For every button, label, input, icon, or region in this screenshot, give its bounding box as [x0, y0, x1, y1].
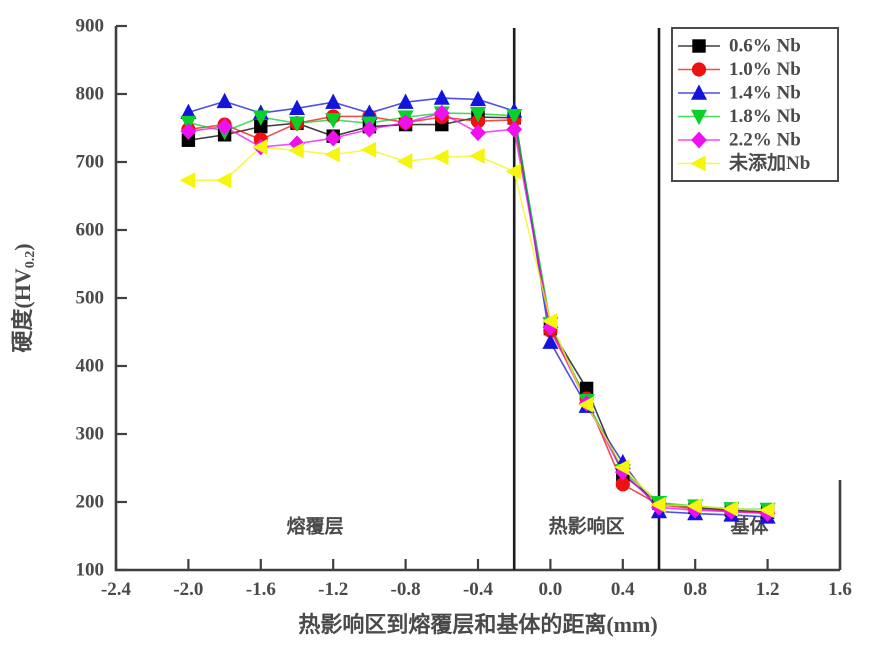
- x-tick-label: -0.8: [391, 579, 421, 600]
- y-tick-label: 200: [76, 491, 105, 512]
- x-tick-label: 0.4: [611, 579, 635, 600]
- x-tick-label: 1.2: [756, 579, 780, 600]
- data-marker: [397, 93, 414, 109]
- data-marker: [180, 123, 197, 140]
- legend-label: 1.8% Nb: [729, 106, 801, 127]
- data-marker: [542, 333, 559, 349]
- data-marker: [288, 116, 306, 132]
- data-marker: [325, 113, 342, 129]
- data-marker: [396, 153, 413, 170]
- legend-label: 1.4% Nb: [729, 82, 801, 103]
- data-marker: [469, 147, 485, 164]
- x-tick-label: 1.6: [828, 579, 852, 600]
- data-marker: [690, 109, 708, 126]
- data-marker: [506, 109, 523, 125]
- data-marker: [614, 459, 630, 476]
- data-marker: [505, 163, 521, 180]
- data-marker: [252, 110, 269, 126]
- data-marker: [288, 142, 304, 159]
- region-label: 基体: [729, 515, 769, 538]
- data-marker: [722, 500, 739, 517]
- data-marker: [686, 498, 702, 515]
- legend-label: 0.6% Nb: [729, 35, 801, 56]
- legend-label: 1.0% Nb: [729, 59, 801, 80]
- x-tick-label: 0.8: [683, 579, 707, 600]
- data-marker: [691, 62, 707, 77]
- legend-label: 2.2% Nb: [729, 129, 801, 150]
- y-tick-label: 500: [76, 287, 105, 308]
- x-tick-label: -1.6: [246, 579, 276, 600]
- y-tick-label: 600: [76, 219, 105, 240]
- data-marker: [324, 146, 340, 163]
- x-axis-title: 热影响区到熔覆层和基体的距离(mm): [298, 612, 657, 637]
- y-tick-label: 700: [76, 151, 105, 172]
- y-tick-label: 100: [76, 559, 105, 580]
- x-tick-label: -2.0: [173, 579, 203, 600]
- legend-label: 未添加Nb: [728, 151, 810, 174]
- data-marker: [397, 114, 414, 131]
- data-marker: [650, 496, 666, 513]
- data-marker: [690, 84, 708, 100]
- data-marker: [758, 502, 775, 519]
- data-marker: [541, 313, 558, 330]
- x-tick-label: -1.2: [318, 579, 348, 600]
- data-marker: [216, 118, 233, 135]
- x-tick-label: 0.0: [539, 579, 563, 600]
- y-tick-label: 900: [76, 15, 105, 36]
- data-marker: [433, 149, 449, 166]
- data-marker: [433, 104, 450, 122]
- region-label: 热影响区: [549, 515, 625, 538]
- data-marker: [360, 141, 377, 158]
- data-marker: [469, 107, 487, 123]
- data-marker: [216, 92, 233, 109]
- series-line-Nb: [188, 146, 768, 511]
- data-marker: [288, 99, 306, 115]
- y-tick-label: 800: [76, 83, 105, 104]
- data-marker: [252, 139, 268, 156]
- data-marker: [215, 172, 232, 189]
- data-marker: [325, 93, 342, 109]
- x-tick-label: -0.4: [463, 579, 494, 600]
- data-marker: [470, 124, 486, 142]
- data-marker: [179, 172, 196, 189]
- y-tick-label: 300: [76, 423, 105, 444]
- data-marker: [691, 131, 707, 149]
- data-marker: [433, 89, 450, 105]
- data-marker: [577, 396, 594, 413]
- data-marker: [692, 39, 706, 53]
- data-marker: [469, 90, 487, 107]
- legend-box: [671, 27, 839, 182]
- y-tick-label: 400: [76, 355, 105, 376]
- y-axis-title: 硬度(HV0.2): [10, 243, 38, 352]
- data-marker: [690, 155, 706, 172]
- x-tick-label: -2.4: [101, 579, 132, 600]
- region-label: 熔覆层: [287, 515, 344, 538]
- data-marker: [325, 129, 342, 147]
- data-marker: [506, 121, 523, 138]
- data-marker: [361, 121, 378, 138]
